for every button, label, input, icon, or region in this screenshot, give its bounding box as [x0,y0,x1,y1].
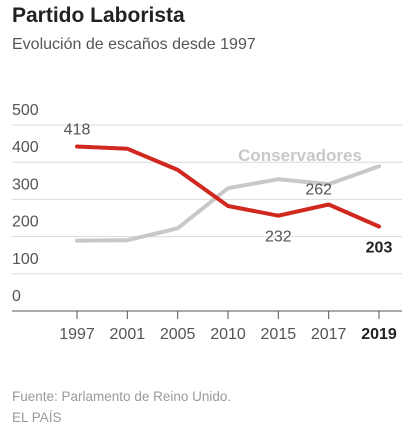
conservatives-series-line [75,164,381,243]
x-tick-label-2010: 2010 [210,326,246,343]
data-label-418: 418 [64,122,91,139]
y-tick-label-400: 400 [12,139,39,156]
source-note: Fuente: Parlamento de Reino Unido. [12,389,232,404]
x-tick-label-2017: 2017 [311,326,347,343]
x-tick-label-1997: 1997 [59,326,95,343]
data-label-232: 232 [265,229,292,246]
y-tick-label-200: 200 [12,214,39,231]
chart-subtitle: Evolución de escaños desde 1997 [12,36,256,53]
x-tick-label-2015: 2015 [261,326,297,343]
chart-title: Partido Laborista [12,4,185,27]
y-tick-label-100: 100 [12,251,39,268]
y-tick-label-0: 0 [12,288,21,305]
series-label-conservadores: Conservadores [238,146,362,165]
x-tick-label-2005: 2005 [160,326,196,343]
seats-line-chart: 0 100 200 300 400 500 1997 2001 2005 2010 2015 2017… [12,102,402,343]
data-label-203: 203 [366,239,393,256]
x-tick-label-2001: 2001 [110,326,146,343]
data-label-262: 262 [305,182,332,199]
y-tick-label-500: 500 [12,102,39,119]
y-tick-label-300: 300 [12,176,39,193]
x-tick-label-2019: 2019 [361,326,397,343]
publisher-brand: EL PAÍS [12,410,62,425]
